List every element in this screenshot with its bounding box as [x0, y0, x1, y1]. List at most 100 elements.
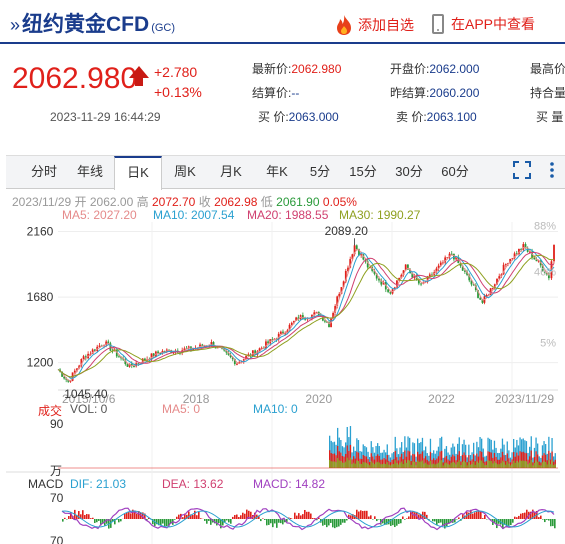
volume-bar [540, 462, 542, 468]
volume-bar [535, 460, 537, 468]
ma30-line [57, 254, 555, 378]
candle-body [398, 277, 401, 281]
macd-bar [542, 519, 544, 520]
volume-bar [497, 459, 499, 468]
chart-annotations: 2089.20 1045.40 [64, 224, 368, 401]
tab-daily-k[interactable]: 日K [114, 156, 162, 190]
volume-bar [493, 452, 496, 468]
vol-ma5-legend: MA5: 0 [162, 402, 201, 416]
candle-body [366, 261, 369, 268]
macd-bar [258, 515, 260, 519]
macd-bar [504, 519, 506, 525]
candle-body [360, 254, 363, 256]
volume-bar [369, 465, 371, 468]
volume-bar [505, 460, 507, 468]
volume-bar [413, 461, 416, 468]
pct-tick-labels: 88% 46% 5% [534, 222, 556, 349]
macd-bar [182, 517, 184, 519]
macd-bar [90, 518, 92, 519]
candle-body [328, 322, 330, 328]
candle-body [393, 287, 396, 290]
volume-bar [498, 459, 500, 468]
volume-bar [348, 450, 350, 468]
instrument-code: (GC) [151, 22, 176, 34]
volume-bar [490, 460, 492, 468]
volume-bar [484, 465, 486, 468]
candle-body [450, 253, 453, 255]
volume-bar [482, 463, 484, 468]
volume-bar [412, 461, 414, 468]
macd-bar [228, 519, 230, 523]
candle-body [461, 265, 464, 271]
macd-bar [86, 514, 88, 519]
tab-60min[interactable]: 60分 [441, 164, 469, 179]
macd-bar [328, 519, 330, 526]
ma20-legend: MA20: 1988.55 [247, 208, 329, 222]
volume-bar [329, 459, 331, 468]
candle-body [489, 288, 492, 295]
volume-bar [357, 452, 360, 468]
candle-body [417, 279, 420, 284]
volume-bar [501, 460, 504, 468]
macd-bar [254, 512, 256, 519]
volume-bar [345, 461, 347, 468]
macd-bar [282, 519, 284, 525]
macd-bar [132, 509, 134, 519]
candle-body [477, 290, 479, 298]
volume-bar [389, 462, 392, 468]
candle-body [78, 365, 81, 369]
candle-body [63, 376, 66, 379]
info-high: 2072.70 [151, 195, 196, 209]
macd-bar [138, 511, 140, 519]
fullscreen-icon[interactable] [513, 161, 531, 179]
tab-15min[interactable]: 15分 [349, 164, 377, 179]
tab-weekly-k[interactable]: 周K [174, 164, 196, 179]
macd-bar [302, 514, 304, 519]
macd-bar [216, 519, 218, 526]
volume-bar [405, 462, 408, 468]
macd-bar [120, 519, 122, 522]
tab-year-line[interactable]: 年线 [76, 164, 103, 179]
candle-body [407, 264, 409, 270]
candle-body [511, 258, 514, 260]
macd-bar [396, 519, 398, 526]
candle-body [411, 273, 414, 278]
macd-bar [468, 512, 470, 519]
candle-body [533, 257, 536, 260]
candle-body [396, 280, 398, 288]
tab-intraday[interactable]: 分时 [30, 164, 57, 179]
candle-body [347, 267, 349, 271]
candle-body [199, 344, 201, 348]
volume-bar [433, 463, 435, 468]
more-options-icon[interactable] [543, 161, 561, 179]
macd-bar [80, 514, 82, 519]
volume-bar [407, 460, 409, 468]
tab-yearly-k[interactable]: 年K [266, 164, 288, 179]
volume-bar [423, 458, 425, 468]
candle-body [61, 371, 63, 377]
tab-30min[interactable]: 30分 [395, 164, 423, 179]
open-in-app-button[interactable]: 在APP中查看 [432, 14, 535, 34]
volume-bar [362, 455, 364, 468]
tab-monthly-k[interactable]: 月K [220, 164, 242, 179]
macd-bar [110, 519, 112, 528]
macd-bar [342, 519, 344, 523]
macd-bar [62, 519, 64, 522]
macd-bar [250, 511, 252, 519]
candle-body [130, 363, 133, 367]
volume-bar [367, 463, 369, 468]
macd-bar [304, 509, 306, 519]
volume-bar [538, 461, 540, 468]
tab-5min[interactable]: 5分 [309, 164, 331, 179]
macd-bar [148, 517, 150, 519]
volume-bar [517, 462, 520, 468]
candle-body [522, 244, 525, 250]
volume-bar [381, 459, 384, 468]
add-favorite-button[interactable]: 添加自选 [334, 14, 414, 36]
candle-body [468, 274, 471, 281]
fire-icon [337, 15, 351, 35]
macd-bar [164, 519, 166, 526]
volume-bar [479, 460, 481, 468]
up-arrow-icon [129, 66, 149, 78]
